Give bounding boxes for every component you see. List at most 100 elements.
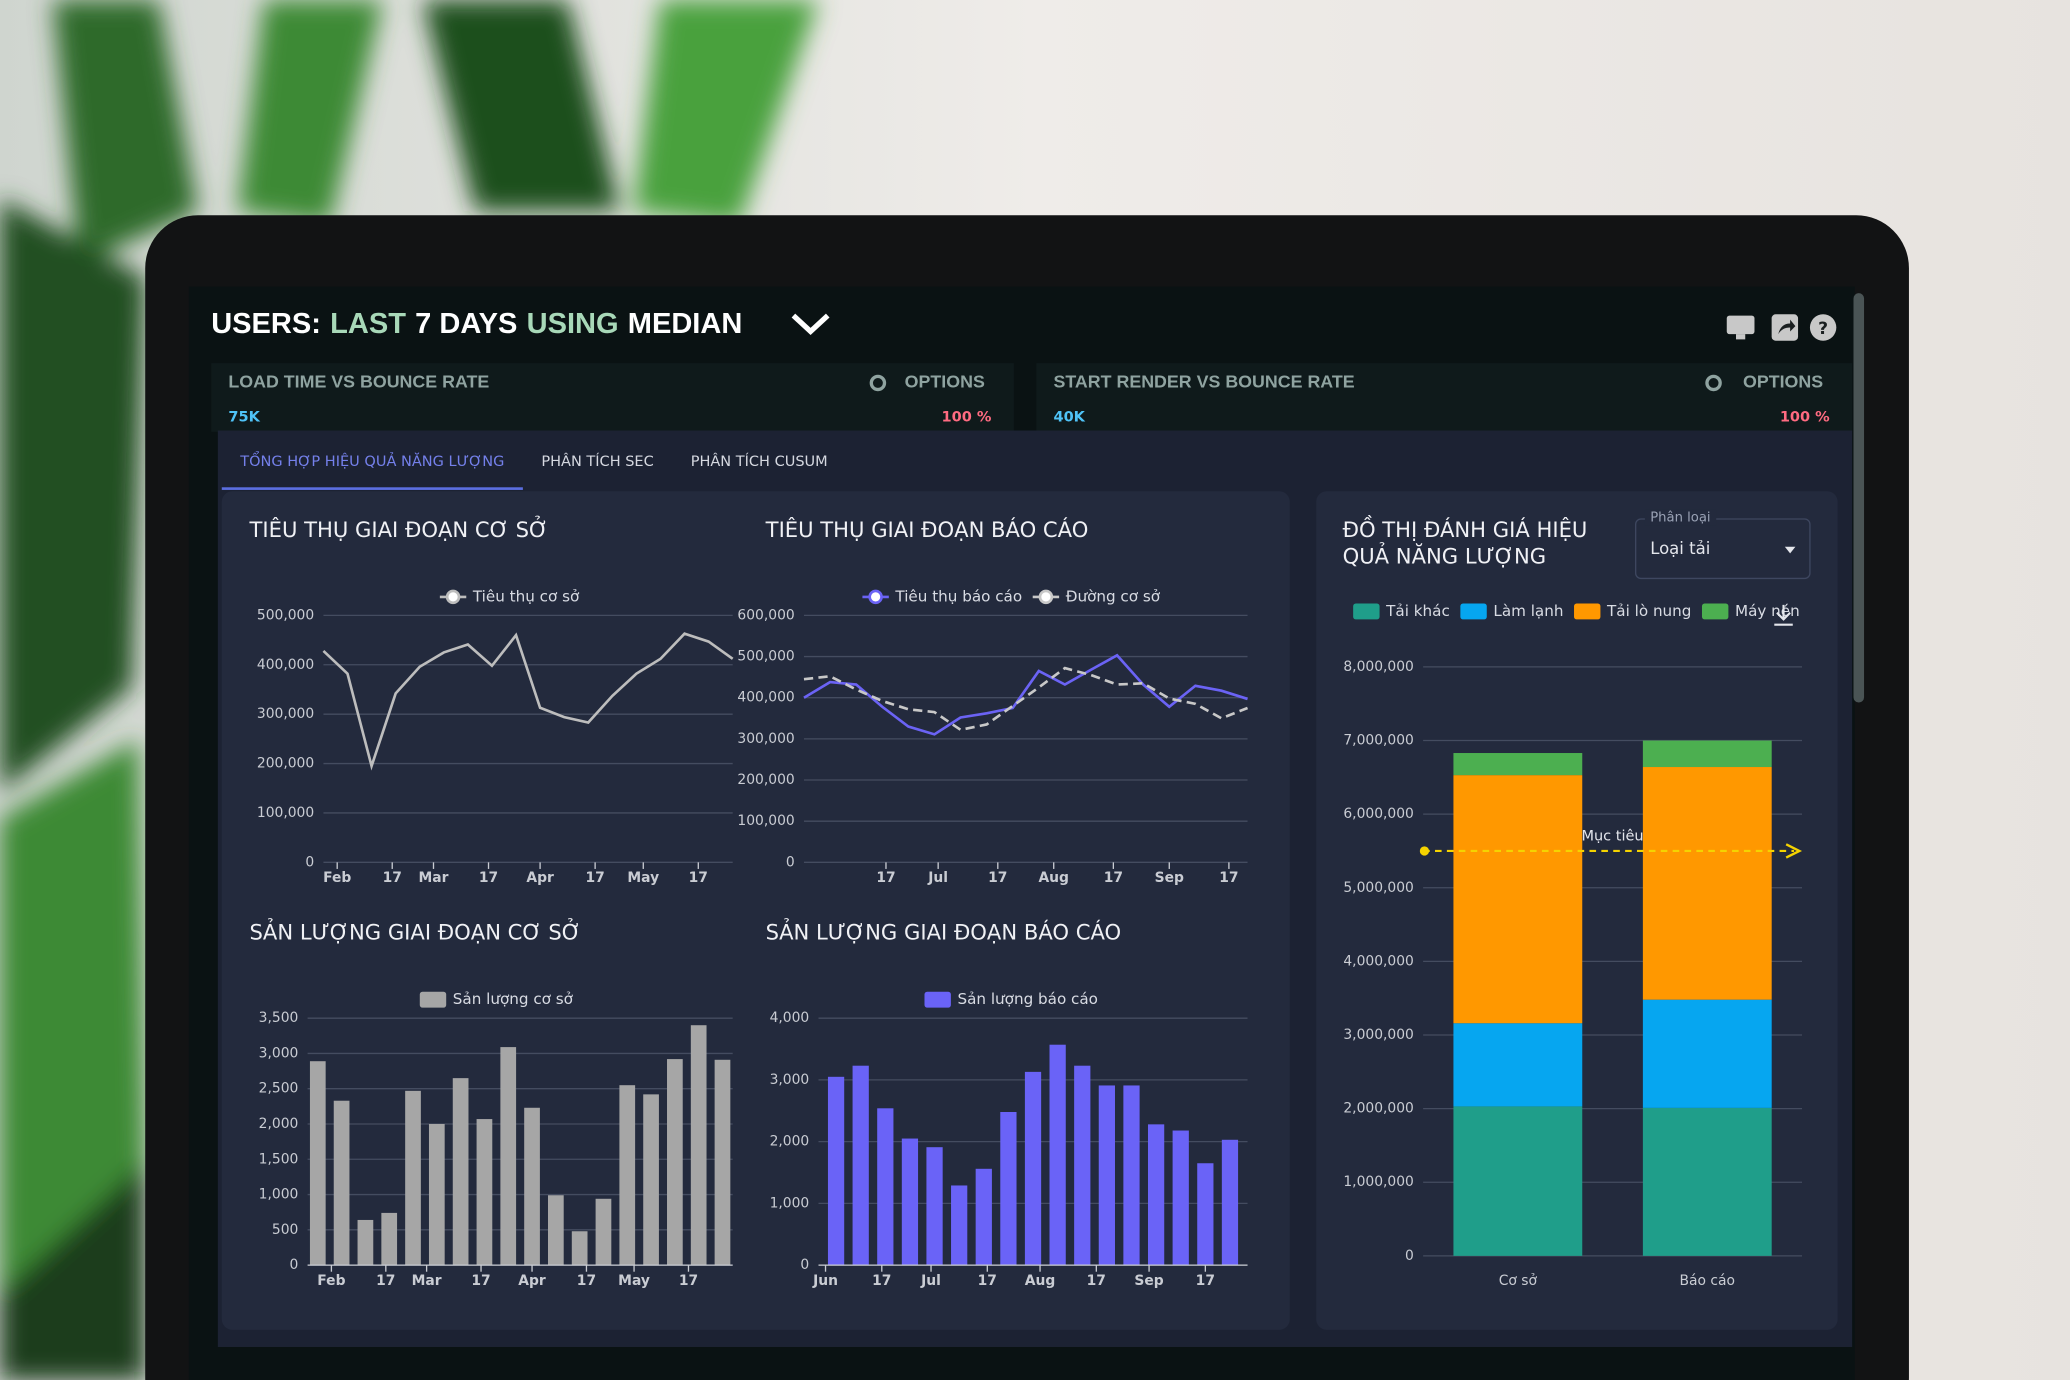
legend-label[interactable]: Tiêu thụ báo cáo bbox=[894, 587, 1022, 605]
x-tick-label: May bbox=[618, 1273, 650, 1289]
chart: ĐỒ THỊ ĐÁNH GIÁ HIỆU QUẢ NĂNG LƯỢNG 0 1,000… bbox=[1343, 515, 1803, 1289]
y-tick-label: 3,000 bbox=[770, 1072, 810, 1088]
x-tick-label: 17 bbox=[876, 870, 895, 886]
bar-segment bbox=[1642, 740, 1772, 768]
help-icon[interactable]: ? bbox=[1809, 314, 1837, 341]
bar bbox=[951, 1185, 968, 1266]
legend-label[interactable]: Làm lạnh bbox=[1493, 602, 1563, 620]
bar bbox=[476, 1119, 493, 1266]
legend-swatch bbox=[1701, 603, 1729, 620]
x-tick-label: Sep bbox=[1134, 1273, 1163, 1289]
plant bbox=[0, 0, 819, 1380]
bar bbox=[926, 1147, 943, 1266]
bar bbox=[428, 1123, 445, 1266]
selector-box[interactable] bbox=[1635, 518, 1811, 580]
legend: Tiêu thụ báo cáo Đường cơ sở bbox=[862, 587, 1161, 605]
x-tick-label: 17 bbox=[1219, 870, 1238, 886]
chart: SẢN LƯỢNG GIAI ĐOẠN BÁO CÁO 0 1,000 2,000 3,… bbox=[766, 919, 1248, 1289]
legend-label[interactable]: Tải lò nung bbox=[1606, 602, 1691, 620]
x-tick-label: 17 bbox=[471, 1273, 490, 1289]
title-line: QUẢ NĂNG LƯỢNG bbox=[1343, 542, 1547, 568]
x-tick-label: Báo cáo bbox=[1680, 1273, 1735, 1289]
legend: Sản lượng cơ sở bbox=[419, 990, 574, 1008]
y-tick-label: 1,000 bbox=[259, 1187, 299, 1203]
y-tick-label: 300,000 bbox=[257, 706, 314, 722]
title-part: USERS: bbox=[211, 308, 321, 340]
legend-swatch bbox=[1353, 603, 1380, 620]
title-part: MEDIAN bbox=[628, 308, 742, 340]
bar bbox=[381, 1212, 398, 1266]
selector-arrow[interactable] bbox=[1784, 546, 1796, 554]
x-tick-label: 17 bbox=[577, 1273, 596, 1289]
legend-marker bbox=[868, 589, 883, 605]
y-tick-label: 500 bbox=[272, 1222, 298, 1238]
monitor-icon[interactable] bbox=[1726, 315, 1755, 340]
y-tick-label: 0 bbox=[305, 854, 314, 870]
x-tick-label: Jun bbox=[812, 1273, 838, 1289]
target-arrow bbox=[1785, 843, 1803, 859]
bar bbox=[405, 1090, 421, 1266]
dropdown-chevron[interactable] bbox=[791, 313, 830, 336]
download-icon[interactable] bbox=[1774, 604, 1793, 626]
line bbox=[803, 666, 1249, 732]
y-tick-label: 1,000 bbox=[770, 1195, 810, 1211]
panel-options[interactable]: OPTIONS bbox=[1743, 372, 1823, 392]
bar bbox=[1000, 1112, 1017, 1266]
panel-options[interactable]: OPTIONS bbox=[905, 372, 985, 392]
panel bbox=[211, 363, 1014, 432]
x-tick-label: 17 bbox=[383, 870, 402, 886]
gear-icon[interactable] bbox=[869, 374, 887, 392]
y-tick-label: 400,000 bbox=[257, 657, 314, 673]
y-tick-label: 1,500 bbox=[259, 1151, 299, 1167]
selector[interactable]: Phân loại Loại tải bbox=[1635, 510, 1811, 580]
y-tick-label: 400,000 bbox=[737, 690, 794, 706]
y-tick-label: 200,000 bbox=[257, 756, 314, 772]
scrollbar[interactable] bbox=[1853, 293, 1865, 703]
y-tick-label: 2,500 bbox=[259, 1081, 299, 1097]
bar bbox=[500, 1047, 517, 1266]
bar bbox=[1049, 1044, 1066, 1266]
x-tick-label: Mar bbox=[418, 870, 448, 886]
bar bbox=[852, 1065, 869, 1266]
tab[interactable]: PHÂN TÍCH CUSUM bbox=[691, 452, 828, 470]
selector-value[interactable]: Loại tải bbox=[1650, 539, 1710, 558]
y-tick-label: 5,000,000 bbox=[1343, 880, 1414, 896]
legend-swatch bbox=[419, 991, 447, 1008]
y-tick-label: 4,000,000 bbox=[1343, 953, 1414, 969]
bar bbox=[1221, 1139, 1239, 1266]
bar bbox=[690, 1025, 707, 1266]
y-tick-label: 0 bbox=[800, 1257, 809, 1273]
x-tick-label: 17 bbox=[479, 870, 498, 886]
bar bbox=[667, 1059, 683, 1266]
legend-label[interactable]: Sản lượng báo cáo bbox=[957, 990, 1097, 1008]
chart-title: TIÊU THỤ GIAI ĐOẠN CƠ SỞ bbox=[249, 515, 549, 542]
bar bbox=[1147, 1124, 1165, 1266]
y-tick-label: 6,000,000 bbox=[1343, 806, 1414, 822]
line bbox=[322, 632, 734, 771]
panels: LOAD TIME VS BOUNCE RATE OPTIONS 75K 100 % S… bbox=[211, 363, 1853, 432]
bar-segment bbox=[1642, 767, 1772, 1000]
x-tick-label: Feb bbox=[323, 870, 351, 886]
bar bbox=[1172, 1130, 1189, 1266]
chart-title: TIÊU THỤ GIAI ĐOẠN BÁO CÁO bbox=[765, 517, 1089, 542]
legend-label[interactable]: Đường cơ sở bbox=[1066, 587, 1161, 605]
tab[interactable]: TỔNG HỢP HIỆU QUẢ NĂNG LƯỢNG bbox=[239, 451, 504, 470]
tab[interactable]: PHÂN TÍCH SEC bbox=[541, 452, 653, 470]
gear-icon[interactable] bbox=[1705, 374, 1722, 392]
bar bbox=[452, 1078, 469, 1266]
title-part: 7 DAYS bbox=[415, 308, 517, 340]
x-tick-label: Apr bbox=[526, 870, 554, 886]
y-tick-label: 2,000 bbox=[770, 1134, 810, 1150]
line bbox=[803, 653, 1248, 736]
legend-label[interactable]: Tiêu thụ cơ sở bbox=[472, 587, 580, 605]
legend-label[interactable]: Tải khác bbox=[1385, 602, 1450, 620]
y-tick-label: 200,000 bbox=[737, 772, 794, 788]
share-icon[interactable] bbox=[1771, 314, 1799, 341]
x-tick-label: 17 bbox=[978, 1273, 997, 1289]
bar bbox=[714, 1059, 731, 1266]
bar-segment bbox=[1642, 1107, 1772, 1256]
legend-label[interactable]: Sản lượng cơ sở bbox=[453, 990, 574, 1008]
legend-label[interactable]: Máy nén bbox=[1735, 602, 1800, 620]
bar bbox=[357, 1219, 374, 1266]
